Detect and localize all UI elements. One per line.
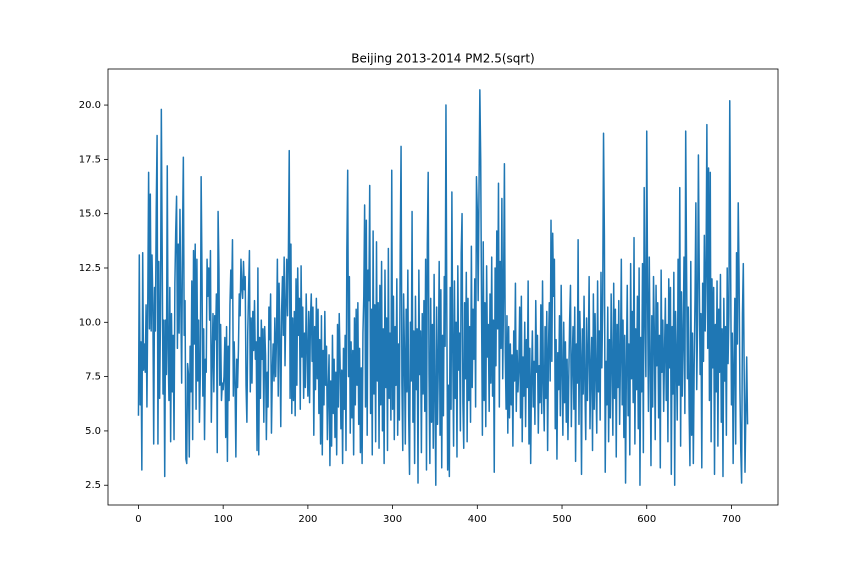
y-tick-label: 5.0 xyxy=(85,426,101,437)
y-tick-label: 12.5 xyxy=(79,263,101,274)
x-tick-label: 700 xyxy=(722,514,741,525)
y-tick-label: 20.0 xyxy=(79,100,101,111)
x-tick-label: 600 xyxy=(637,514,656,525)
y-tick-label: 15.0 xyxy=(79,209,101,220)
x-tick-label: 100 xyxy=(214,514,233,525)
y-tick-label: 17.5 xyxy=(79,154,101,165)
x-tick-label: 200 xyxy=(298,514,317,525)
data-line xyxy=(137,89,749,486)
chart-title: Beijing 2013-2014 PM2.5(sqrt) xyxy=(351,52,534,66)
y-tick-label: 2.5 xyxy=(85,480,101,491)
x-tick-label: 400 xyxy=(468,514,487,525)
y-tick-label: 10.0 xyxy=(79,317,101,328)
x-tick-label: 300 xyxy=(383,514,402,525)
x-tick-label: 500 xyxy=(552,514,571,525)
x-tick-label: 0 xyxy=(135,514,141,525)
plot-frame xyxy=(107,68,779,506)
y-tick-label: 7.5 xyxy=(85,372,101,383)
